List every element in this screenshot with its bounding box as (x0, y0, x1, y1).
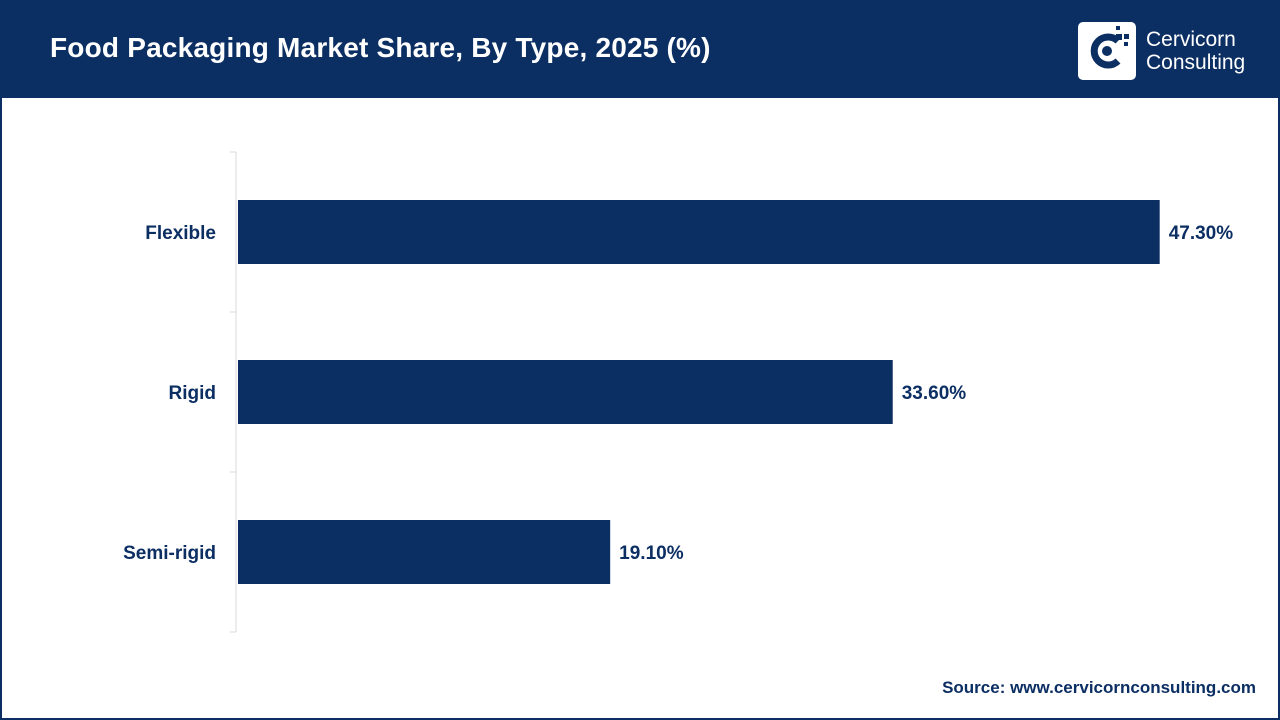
cervicorn-logo-icon (1078, 22, 1136, 80)
bar-semi-rigid (238, 520, 611, 584)
bar-chart: Flexible 47.30% Rigid 33.60% Semi-rigid 19.10… (2, 98, 1278, 658)
logo-line-2: Consulting (1146, 51, 1246, 74)
bar-rigid (238, 360, 893, 424)
data-label: 47.30% (1169, 223, 1234, 244)
source-note: Source: www.cervicornconsulting.com (942, 678, 1256, 697)
category-label: Semi-rigid (123, 543, 216, 564)
bar-flexible (238, 200, 1160, 264)
logo-wordmark: Cervicorn Consulting (1146, 28, 1245, 74)
data-label: 33.60% (902, 383, 967, 404)
data-label: 19.10% (619, 543, 684, 564)
company-logo: Cervicorn Consulting (1078, 22, 1268, 82)
category-label: Rigid (169, 383, 217, 404)
logo-line-1: Cervicorn (1146, 28, 1236, 51)
category-label: Flexible (145, 223, 216, 244)
page-title: Food Packaging Market Share, By Type, 20… (50, 32, 711, 63)
bar-chart-svg: Flexible 47.30% Rigid 33.60% Semi-rigid 19.10… (123, 151, 1234, 633)
header-banner: Food Packaging Market Share, By Type, 20… (2, 2, 1278, 98)
